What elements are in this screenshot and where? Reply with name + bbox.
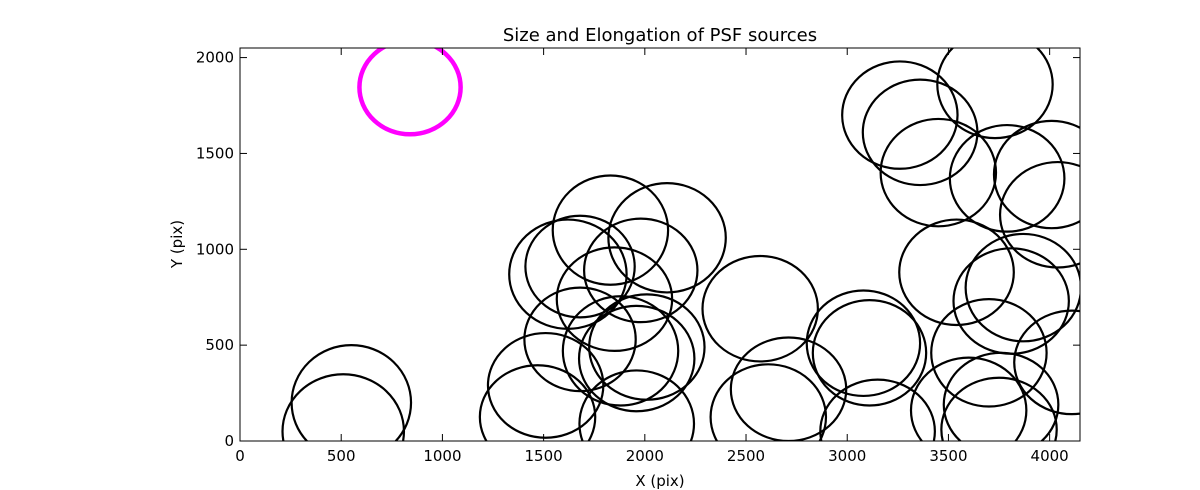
- psf-source-ellipse: [577, 304, 696, 413]
- psf-source-ellipse: [811, 298, 928, 407]
- psf-source-ellipse: [930, 298, 1048, 408]
- psf-source-ellipse: [998, 160, 1080, 269]
- psf-source-ellipse: [478, 364, 597, 441]
- y-tick-label: 0: [224, 432, 234, 450]
- plot-frame: [239, 47, 1081, 442]
- psf-source-ellipse: [936, 48, 1054, 140]
- x-tick-label: 0: [235, 447, 245, 465]
- x-tick-label: 1000: [423, 447, 461, 465]
- psf-source-ellipse: [841, 60, 959, 170]
- psf-source-ellipse: [701, 254, 819, 363]
- psf-source-ellipse: [561, 295, 680, 407]
- psf-source-ellipse: [909, 356, 1028, 441]
- psf-source-ellipse: [964, 232, 1080, 343]
- y-tick-label: 2000: [196, 49, 234, 67]
- psf-source-ellipse: [942, 351, 1060, 441]
- y-axis-title: Y (pix): [168, 220, 186, 269]
- y-axis: 0 500 1000 1500 2000: [196, 49, 1080, 450]
- x-tick-label: 4000: [1031, 447, 1069, 465]
- psf-source-ellipse: [709, 363, 828, 441]
- psf-source-ellipse: [588, 293, 706, 401]
- x-axis-title: X (pix): [635, 472, 684, 490]
- psf-source-ellipse: [578, 369, 696, 441]
- x-axis: 0 500 1000 1500 2000 2500 3000 3500 4000: [235, 48, 1069, 465]
- psf-source-ellipse: [582, 217, 699, 324]
- x-tick-label: 2000: [626, 447, 664, 465]
- x-tick-label: 3500: [929, 447, 967, 465]
- x-tick-label: 3000: [828, 447, 866, 465]
- psf-source-ellipse: [898, 218, 1015, 327]
- y-tick-label: 1500: [196, 144, 234, 162]
- x-tick-label: 1500: [525, 447, 563, 465]
- psf-source-ellipse: [819, 378, 936, 441]
- psf-source-ellipse: [992, 119, 1080, 230]
- psf-source-ellipse: [290, 344, 413, 441]
- psf-source-ellipse: [805, 289, 922, 398]
- psf-source-ellipse: [607, 182, 727, 294]
- y-tick-label: 1000: [196, 240, 234, 258]
- chart-title: Size and Elongation of PSF sources: [503, 25, 817, 46]
- psf-source-ellipse: [1013, 309, 1080, 416]
- x-tick-label: 2500: [727, 447, 765, 465]
- y-tick-label: 500: [205, 336, 234, 354]
- psf-source-ellipse: [940, 376, 1058, 441]
- psf-source-ellipse: [948, 123, 1066, 233]
- psf-source-ellipse: [879, 117, 998, 228]
- sources-layer: [281, 48, 1080, 441]
- x-tick-label: 500: [327, 447, 356, 465]
- psf-source-ellipse: [551, 174, 670, 286]
- reference-psf-ellipse: [357, 48, 463, 137]
- psf-source-ellipse: [281, 373, 406, 441]
- psf-source-ellipse: [524, 214, 636, 319]
